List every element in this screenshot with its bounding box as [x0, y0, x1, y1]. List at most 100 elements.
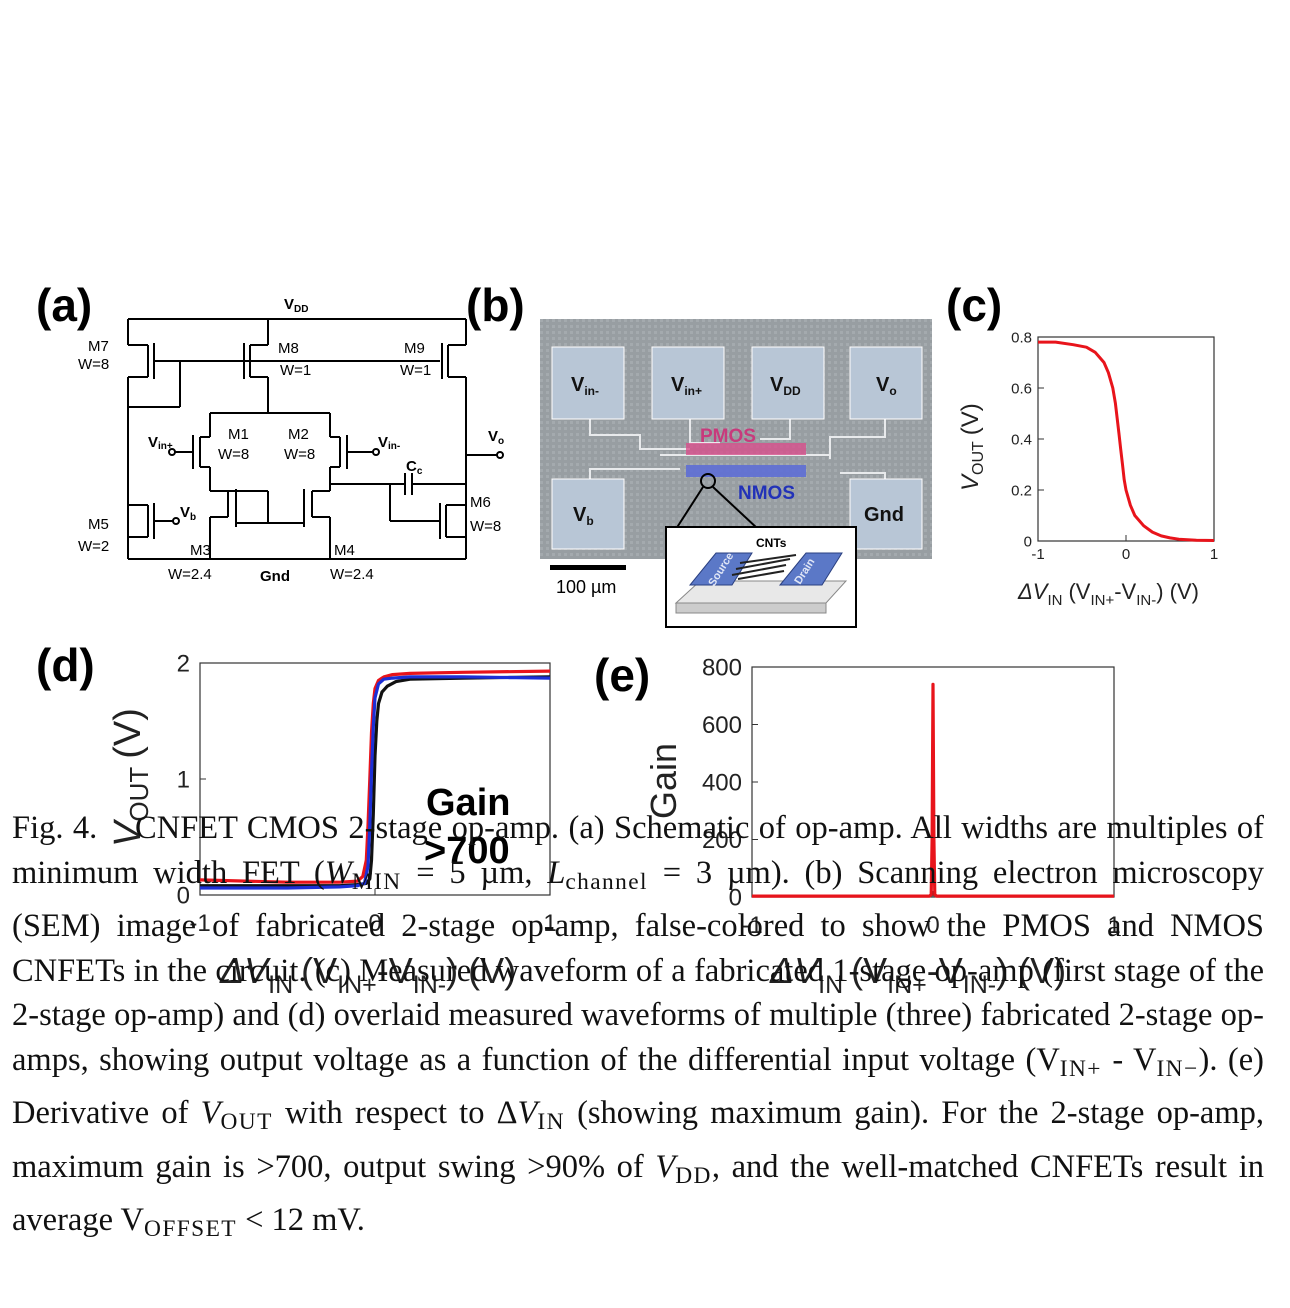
caption-text-5: ). (e) Derivative of	[12, 1041, 1264, 1132]
caption-text-1: CNFET CMOS 2-stage op-amp. (a) Schematic…	[12, 810, 1265, 891]
panel-b-label: (b)	[466, 279, 525, 331]
m8-label: M8	[278, 340, 299, 357]
svg-text:Vin-: Vin-	[571, 374, 599, 398]
m1-width: W=8	[218, 446, 249, 463]
panel-a-schematic	[127, 318, 504, 560]
chart-e-ytick-label: 200	[702, 827, 742, 854]
caption-vin-sub: IN	[537, 1109, 565, 1136]
m8-width: W=1	[280, 362, 311, 379]
m5-label: M5	[88, 516, 109, 533]
sem-pad-vin-minus: Vin-	[551, 346, 625, 420]
caption-voffset-sub: OFFSET	[144, 1215, 237, 1242]
chart-d-xtick-label: -1	[189, 910, 210, 937]
m1-label: M1	[228, 426, 249, 443]
chart-e-ytick-label: 0	[729, 884, 742, 911]
chart-d-ytick-label: 2	[177, 650, 190, 677]
caption-text-6: with respect to Δ	[272, 1095, 518, 1132]
caption-vout: V	[200, 1095, 221, 1132]
gain-annotation-line1: Gain	[426, 782, 510, 824]
m2-label: M2	[288, 426, 309, 443]
pmos-label: PMOS	[700, 426, 756, 447]
chart-d-series-2	[200, 675, 551, 890]
chart-e-ytick-label: 600	[702, 712, 742, 739]
caption-lch: L	[547, 854, 566, 891]
m3-width: W=2.4	[168, 566, 212, 583]
sem-pad-vb: Vb	[551, 478, 625, 550]
m2-width: W=8	[284, 446, 315, 463]
caption-vinp-sub: IN+	[1059, 1055, 1102, 1082]
m9-label: M9	[404, 340, 425, 357]
chart-c-ytick-label: 0	[1024, 533, 1032, 550]
scale-bar	[550, 565, 626, 570]
chart-c-series-0	[1038, 340, 1215, 542]
vdd-label: VDD	[284, 296, 308, 315]
panel-e-label: (e)	[594, 649, 650, 701]
nmos-label: NMOS	[738, 483, 795, 504]
m7-width: W=8	[78, 356, 109, 373]
panel-a-label: (a)	[36, 279, 92, 331]
sem-pad-vo: Vo	[849, 346, 923, 420]
chart-c-ylabel: VOUT(V)	[957, 403, 987, 491]
chart-c-frame	[1037, 336, 1215, 542]
panel-a-text: VDD M7 W=8 M8 W=1 M9 W=1 M1 W=8 M2 W=8 V…	[78, 296, 504, 585]
m9-width: W=1	[400, 362, 431, 379]
chart-c-xtick-label: 0	[1122, 546, 1130, 563]
svg-text:Vin+: Vin+	[671, 374, 702, 398]
chart-c-ytick-label: 0.4	[1011, 431, 1032, 448]
caption-vinm-sub: IN−	[1156, 1055, 1199, 1082]
vb-label: Vb	[180, 504, 196, 523]
svg-text:VDD: VDD	[770, 374, 801, 398]
chart-c: -1 0 100.20.40.60.8	[1011, 329, 1218, 563]
m4-label: M4	[334, 542, 355, 559]
caption-text-8: , and the well-matched CNFETs result in …	[12, 1148, 1265, 1239]
caption-vdd-sub: DD	[675, 1162, 712, 1189]
vo-label: Vo	[488, 428, 504, 447]
chart-c-xtick-label: 1	[1210, 546, 1218, 563]
sem-pad-vdd: VDD	[751, 346, 825, 420]
svg-text:Vo: Vo	[876, 374, 897, 398]
vin-plus-label: Vin+	[148, 434, 173, 452]
chart-d-xlabel: ΔVIN (VIN+-VIN-) (V)	[219, 950, 516, 999]
caption-vdd: V	[655, 1148, 676, 1185]
caption-wmin-sub: MIN	[351, 868, 402, 895]
caption-text-4: - V	[1101, 1041, 1157, 1078]
caption-wmin: W	[324, 854, 352, 891]
chart-e-series-0	[752, 682, 1114, 898]
caption-lch-sub: channel	[565, 868, 648, 895]
chart-e-ytick-label: 400	[702, 769, 742, 796]
sem-pad-gnd: Gnd	[849, 478, 923, 550]
chart-e-ylabel: Gain	[643, 743, 684, 819]
cnts-label: CNTs	[756, 536, 787, 550]
chart-d-ylabel: VOUT(V)	[107, 708, 154, 847]
gnd-label: Gnd	[260, 568, 290, 585]
panel-c-label: (c)	[946, 279, 1002, 331]
chart-c-ytick-label: 0.6	[1011, 380, 1032, 397]
chart-c-ytick-label: 0.2	[1011, 482, 1032, 499]
caption-fig-number: Fig. 4.	[12, 810, 98, 846]
caption-text-3: = 3 µm). (b) Scanning electron microscop…	[12, 854, 1264, 1078]
chart-c-xtick-label: -1	[1031, 546, 1044, 563]
svg-text:Vb: Vb	[573, 504, 594, 528]
m3-label: M3	[190, 542, 211, 559]
chart-d-xtick-label: 0	[368, 910, 381, 937]
panel-b-sem-image: Vin- Vin+ VDD Vo Vb Gnd PMOS NMOS	[540, 319, 932, 597]
chart-c-ytick-label: 0.8	[1011, 329, 1032, 346]
gain-annotation-line2: >700	[424, 830, 510, 872]
panel-d-label: (d)	[36, 639, 95, 691]
chart-d-xtick-label: 1	[543, 910, 556, 937]
chart-e-xtick-label: 1	[1107, 912, 1120, 939]
sem-pad-vin-plus: Vin+	[651, 346, 725, 420]
cc-label: Cc	[406, 458, 423, 477]
m7-label: M7	[88, 338, 109, 355]
chart-e-xtick-label: -1	[741, 912, 762, 939]
m6-width: W=8	[470, 518, 501, 535]
chart-d-ytick-label: 0	[177, 882, 190, 909]
caption-text-7: (showing maximum gain). For the 2-stage …	[12, 1095, 1264, 1185]
chart-e-ytick-label: 800	[702, 654, 742, 681]
caption-vin: V	[517, 1095, 538, 1132]
chart-d-ytick-label: 1	[177, 766, 190, 793]
m5-width: W=2	[78, 538, 109, 555]
